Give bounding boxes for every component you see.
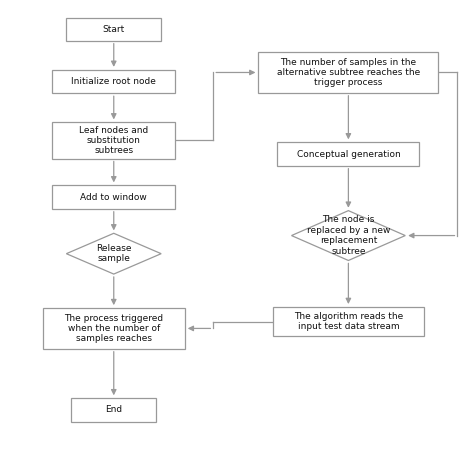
FancyBboxPatch shape (52, 185, 175, 209)
Polygon shape (292, 211, 405, 260)
Text: Initialize root node: Initialize root node (71, 77, 156, 86)
Text: The process triggered
when the number of
samples reaches: The process triggered when the number of… (64, 313, 164, 343)
FancyBboxPatch shape (277, 142, 419, 166)
FancyBboxPatch shape (52, 70, 175, 93)
Text: Leaf nodes and
substitution
subtrees: Leaf nodes and substitution subtrees (79, 125, 148, 155)
Polygon shape (66, 233, 161, 274)
FancyBboxPatch shape (52, 122, 175, 159)
FancyBboxPatch shape (273, 307, 424, 336)
Text: Add to window: Add to window (81, 193, 147, 202)
Text: Release
sample: Release sample (96, 244, 131, 263)
FancyBboxPatch shape (43, 308, 185, 349)
Text: Start: Start (103, 25, 125, 34)
Text: Conceptual generation: Conceptual generation (297, 149, 400, 159)
Text: The number of samples in the
alternative subtree reaches the
trigger process: The number of samples in the alternative… (277, 58, 420, 87)
FancyBboxPatch shape (66, 18, 161, 41)
FancyBboxPatch shape (258, 52, 438, 93)
Text: The node is
replaced by a new
replacement
subtree: The node is replaced by a new replacemen… (307, 216, 390, 255)
FancyBboxPatch shape (71, 398, 156, 422)
Text: The algorithm reads the
input test data stream: The algorithm reads the input test data … (294, 312, 403, 331)
Text: End: End (105, 405, 122, 414)
